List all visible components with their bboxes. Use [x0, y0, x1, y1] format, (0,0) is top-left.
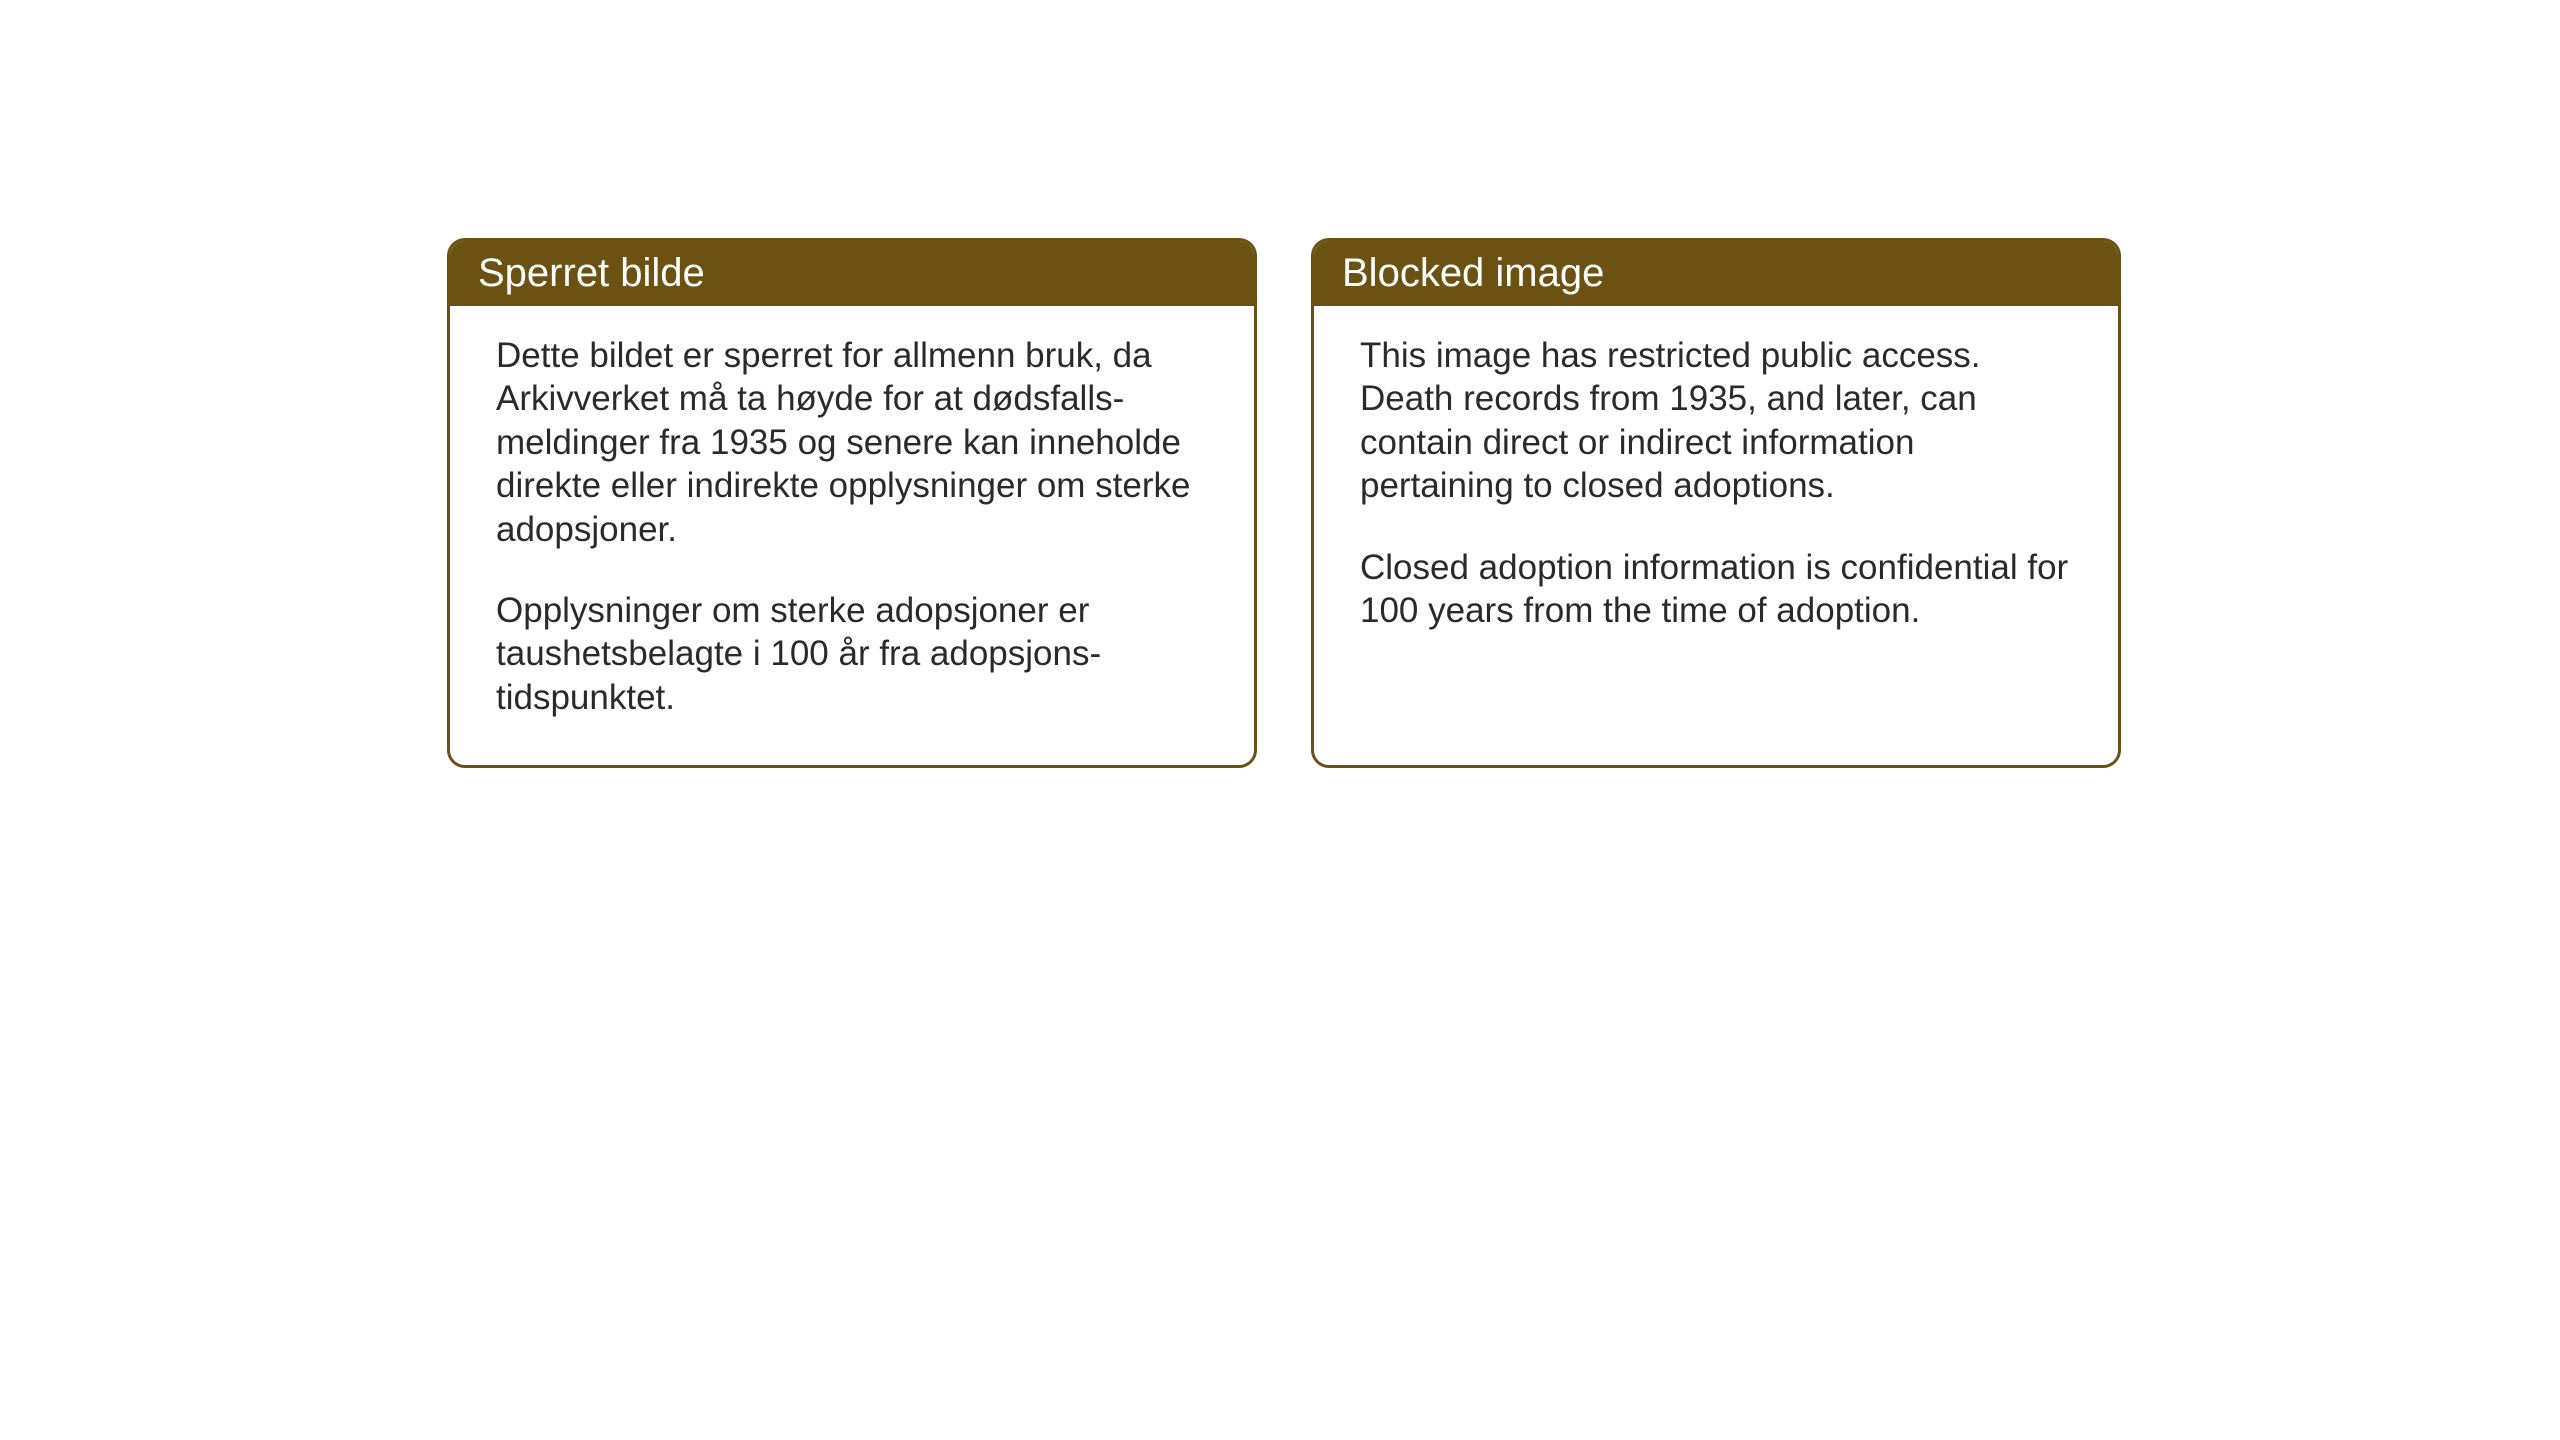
notice-header-english: Blocked image — [1314, 241, 2118, 306]
notice-box-norwegian: Sperret bilde Dette bildet er sperret fo… — [447, 238, 1257, 768]
notice-paragraph: Opplysninger om sterke adopsjoner er tau… — [496, 589, 1208, 719]
notice-body-english: This image has restricted public access.… — [1314, 306, 2118, 678]
notice-header-norwegian: Sperret bilde — [450, 241, 1254, 306]
notice-paragraph: Dette bildet er sperret for allmenn bruk… — [496, 334, 1208, 551]
notice-paragraph: This image has restricted public access.… — [1360, 334, 2072, 508]
notice-title: Blocked image — [1342, 251, 1604, 295]
notice-paragraph: Closed adoption information is confident… — [1360, 546, 2072, 633]
notice-title: Sperret bilde — [478, 251, 705, 295]
notice-box-english: Blocked image This image has restricted … — [1311, 238, 2121, 768]
notice-body-norwegian: Dette bildet er sperret for allmenn bruk… — [450, 306, 1254, 765]
notices-container: Sperret bilde Dette bildet er sperret fo… — [447, 238, 2121, 768]
